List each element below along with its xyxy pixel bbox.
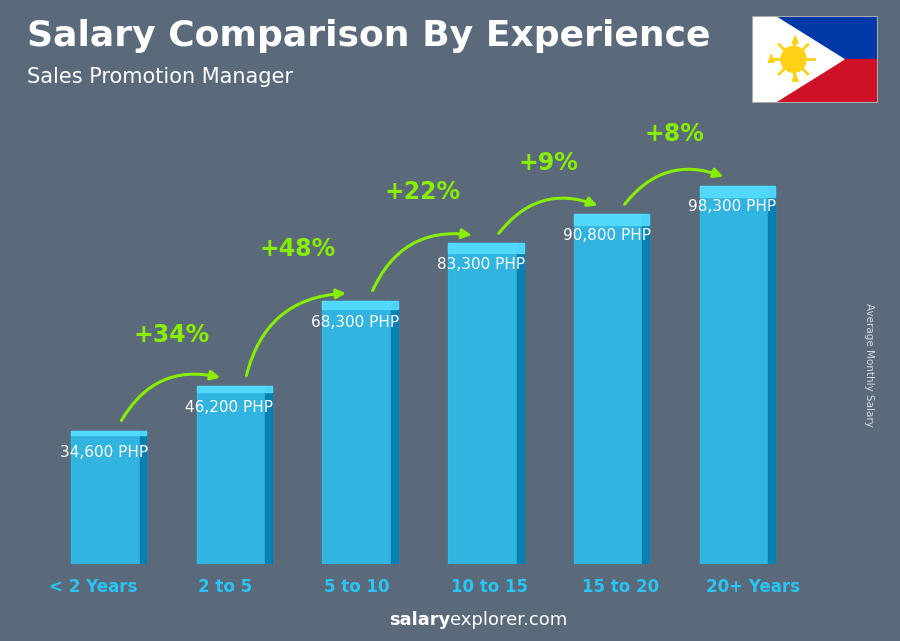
Text: 46,200 PHP: 46,200 PHP: [185, 400, 274, 415]
Bar: [197, 386, 272, 392]
Text: +22%: +22%: [385, 179, 461, 204]
Bar: [71, 431, 147, 564]
Text: 10 to 15: 10 to 15: [451, 578, 527, 595]
FancyArrowPatch shape: [122, 371, 217, 420]
Circle shape: [781, 46, 806, 72]
FancyArrowPatch shape: [373, 230, 468, 290]
Text: Salary Comparison By Experience: Salary Comparison By Experience: [27, 19, 710, 53]
Text: +8%: +8%: [644, 122, 705, 146]
Text: 15 to 20: 15 to 20: [582, 578, 660, 595]
Bar: [699, 186, 775, 197]
Bar: [266, 386, 272, 564]
Bar: [197, 386, 272, 564]
Polygon shape: [792, 73, 798, 81]
Text: 98,300 PHP: 98,300 PHP: [688, 199, 777, 215]
Text: 20+ Years: 20+ Years: [706, 578, 800, 595]
Bar: [392, 301, 398, 564]
Text: Average Monthly Salary: Average Monthly Salary: [863, 303, 874, 428]
Bar: [699, 186, 775, 564]
Text: +9%: +9%: [518, 151, 579, 175]
Bar: [322, 301, 398, 309]
Text: 90,800 PHP: 90,800 PHP: [562, 228, 651, 244]
Text: 34,600 PHP: 34,600 PHP: [59, 445, 148, 460]
Bar: [322, 301, 398, 564]
Text: < 2 Years: < 2 Years: [49, 578, 137, 595]
Bar: [71, 431, 147, 435]
Text: +48%: +48%: [259, 237, 336, 262]
Text: salary: salary: [389, 612, 450, 629]
Text: 68,300 PHP: 68,300 PHP: [311, 315, 400, 330]
Text: +34%: +34%: [133, 322, 210, 347]
Bar: [517, 244, 524, 564]
Bar: [574, 215, 649, 564]
Bar: [140, 431, 147, 564]
FancyArrowPatch shape: [247, 290, 343, 376]
FancyArrowPatch shape: [625, 169, 720, 204]
Polygon shape: [769, 54, 774, 62]
Polygon shape: [775, 16, 844, 103]
Text: 5 to 10: 5 to 10: [324, 578, 390, 595]
FancyArrowPatch shape: [499, 198, 595, 233]
Bar: [643, 215, 649, 564]
Bar: [574, 215, 649, 225]
Text: explorer.com: explorer.com: [450, 612, 567, 629]
Polygon shape: [792, 36, 798, 44]
Bar: [448, 244, 524, 564]
Bar: [775, 60, 878, 103]
Text: 83,300 PHP: 83,300 PHP: [436, 257, 525, 272]
Bar: [775, 16, 878, 60]
Bar: [769, 186, 775, 564]
Text: 2 to 5: 2 to 5: [198, 578, 252, 595]
Text: Sales Promotion Manager: Sales Promotion Manager: [27, 67, 293, 87]
Bar: [448, 244, 524, 253]
